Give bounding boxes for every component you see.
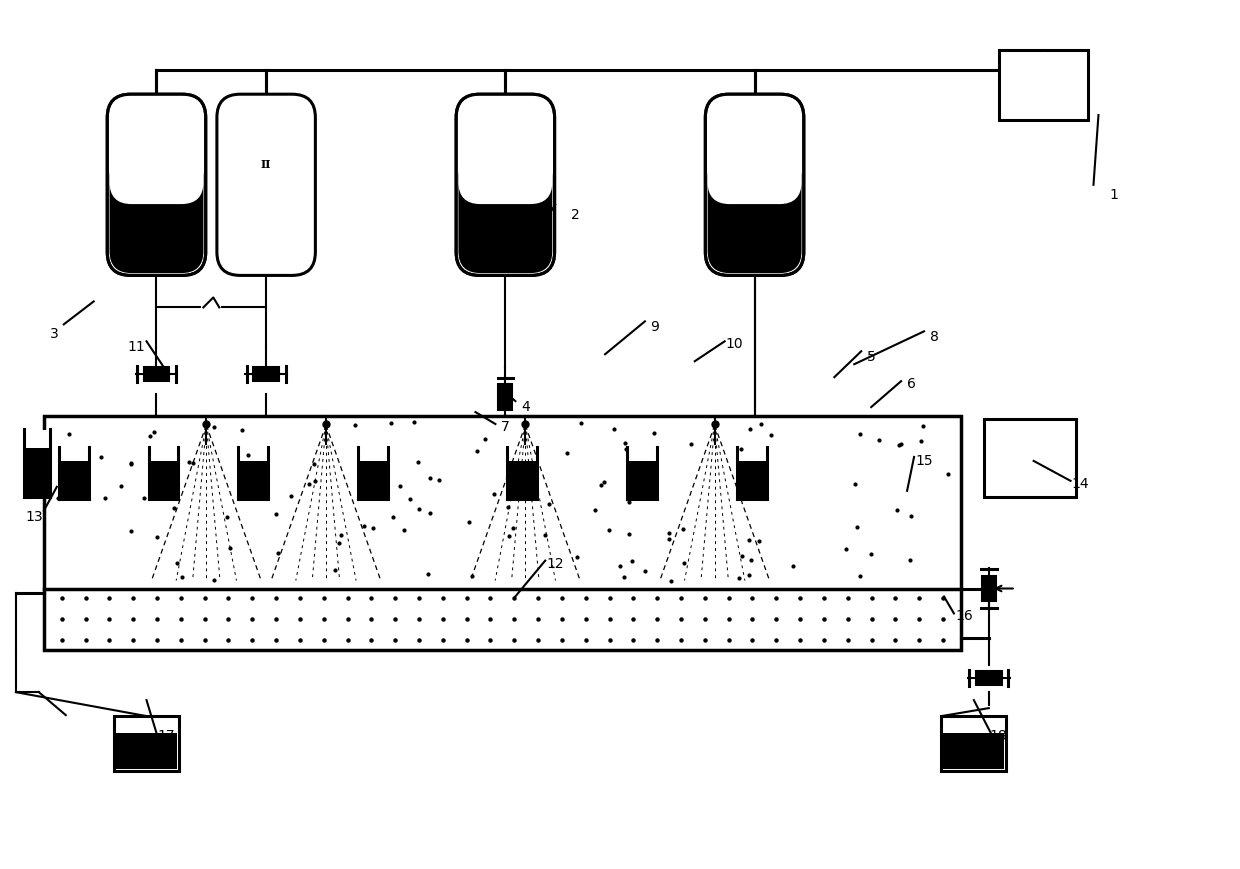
Bar [25,447,48,496]
FancyBboxPatch shape [459,96,552,204]
Bar [508,461,536,498]
Bar [253,367,279,381]
Text: 11: 11 [128,341,145,355]
Text: 1: 1 [1109,188,1117,202]
FancyBboxPatch shape [109,96,203,204]
FancyBboxPatch shape [217,94,315,275]
Text: 9: 9 [651,321,660,335]
Text: 12: 12 [547,556,564,571]
Bar [43,416,961,650]
Bar [738,461,765,498]
Text: 2: 2 [570,208,579,222]
FancyBboxPatch shape [459,155,552,273]
Bar [358,461,387,498]
Bar [239,461,267,498]
Bar [738,448,765,461]
Bar [498,384,512,410]
FancyBboxPatch shape [109,155,203,273]
Text: 5: 5 [867,350,875,364]
Bar [998,50,1089,120]
Text: 18: 18 [990,729,1008,743]
Bar [144,367,170,381]
Text: 3: 3 [50,328,58,342]
Text: II: II [260,159,272,170]
Text: 4: 4 [521,400,529,415]
Bar [239,448,267,461]
Text: 8: 8 [930,330,939,344]
Bar [627,448,656,461]
Bar [60,461,88,498]
Text: I: I [154,159,159,170]
Bar [60,448,88,461]
Bar [983,419,1075,497]
FancyBboxPatch shape [107,94,206,275]
FancyBboxPatch shape [456,94,554,275]
Text: 10: 10 [725,337,744,351]
Bar [25,430,48,448]
Bar [114,716,179,771]
Text: 6: 6 [906,377,915,391]
Text: 16: 16 [955,609,972,623]
Bar [358,448,387,461]
Text: 7: 7 [501,420,510,434]
Bar [150,461,177,498]
FancyBboxPatch shape [708,155,801,273]
Bar [976,671,1002,686]
FancyBboxPatch shape [706,94,804,275]
Text: 17: 17 [157,729,175,743]
Bar [627,461,656,498]
Text: 15: 15 [915,454,932,468]
Text: 13: 13 [25,510,42,524]
Bar [508,448,536,461]
Text: 14: 14 [1071,477,1089,491]
Text: IV: IV [748,159,761,170]
Bar [150,448,177,461]
Bar [117,733,177,769]
Text: III: III [497,159,513,170]
Bar [944,733,1004,769]
Bar [982,575,996,601]
FancyBboxPatch shape [708,96,801,204]
Bar [941,716,1007,771]
